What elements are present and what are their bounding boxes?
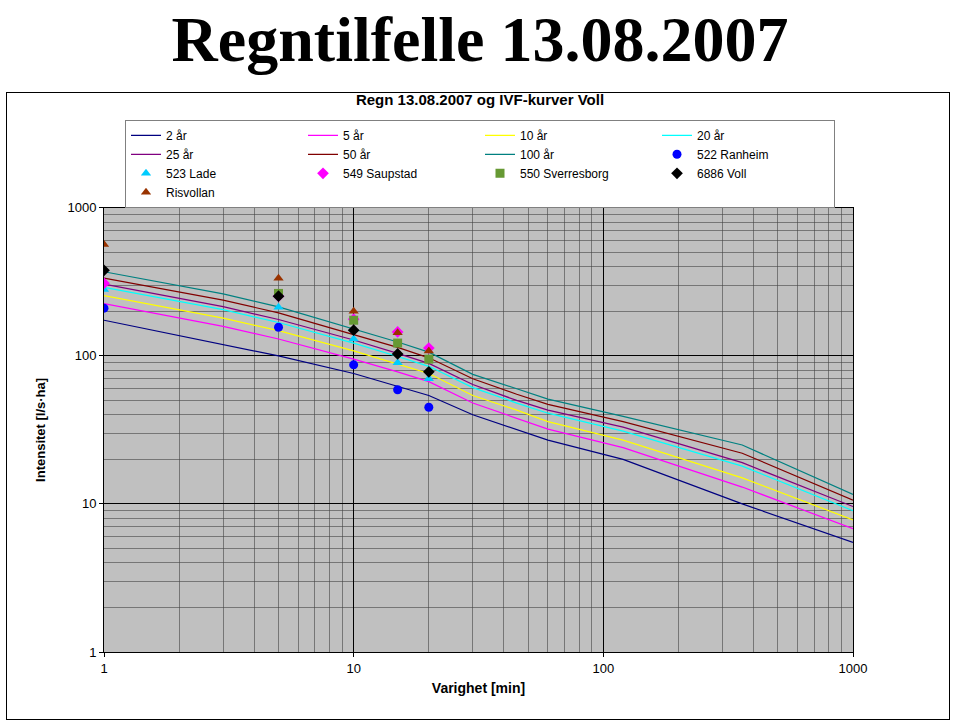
- html-text:Regntilfelle 13.08.2007: Regntilfelle 13.08.2007: [171, 4, 789, 75]
- svg-text:20 år: 20 år: [697, 129, 724, 143]
- svg-text:549 Saupstad: 549 Saupstad: [343, 167, 417, 181]
- svg-text:2 år: 2 år: [166, 129, 187, 143]
- svg-text:10 år: 10 år: [520, 129, 547, 143]
- svg-text:1000: 1000: [67, 200, 96, 215]
- svg-text:Risvollan: Risvollan: [166, 186, 215, 200]
- svg-text:1: 1: [89, 645, 96, 660]
- svg-text:Regn 13.08.2007 og IVF-kurver: Regn 13.08.2007 og IVF-kurver Voll: [356, 91, 604, 108]
- svg-text:550 Sverresborg: 550 Sverresborg: [520, 167, 609, 181]
- svg-text:522 Ranheim: 522 Ranheim: [697, 148, 768, 162]
- svg-text:10: 10: [346, 661, 360, 676]
- svg-text:523 Lade: 523 Lade: [166, 167, 216, 181]
- svg-text:Varighet [min]: Varighet [min]: [432, 680, 525, 696]
- svg-text:1000: 1000: [839, 661, 868, 676]
- svg-text:10: 10: [82, 496, 96, 511]
- svg-text:6886 Voll: 6886 Voll: [697, 167, 746, 181]
- svg-text:5 år: 5 år: [343, 129, 364, 143]
- svg-text:25 år: 25 år: [166, 148, 193, 162]
- svg-text:1: 1: [100, 661, 107, 676]
- svg-text:Intensitet [l/s·ha]: Intensitet [l/s·ha]: [33, 378, 48, 482]
- svg-text:100 år: 100 år: [520, 148, 554, 162]
- svg-text:100: 100: [592, 661, 614, 676]
- svg-text:50 år: 50 år: [343, 148, 370, 162]
- svg-text:100: 100: [75, 348, 97, 363]
